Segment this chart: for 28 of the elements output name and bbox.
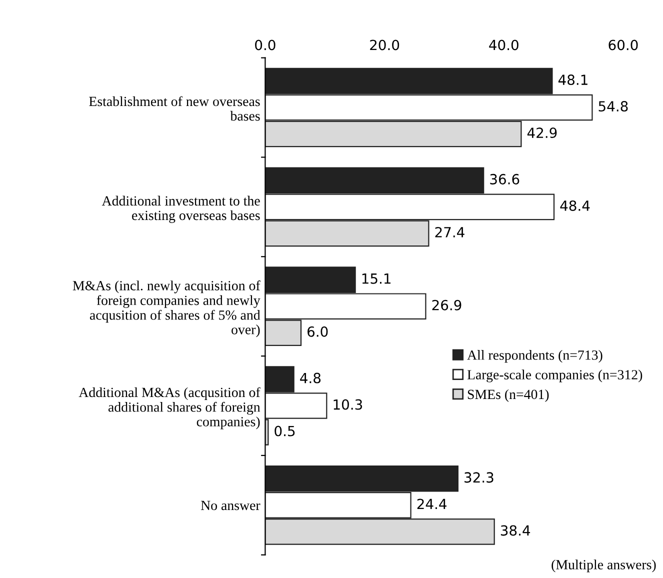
data-label: 15.1 (362, 274, 390, 284)
x-tick-label: 40.0 (489, 40, 518, 50)
legend-label: All respondents (n=713) (467, 350, 602, 363)
data-label: 54.8 (598, 101, 628, 112)
y-tick-label: Additional investment to the existing overseas bases (102, 196, 260, 223)
data-label: 26.9 (432, 300, 462, 310)
text: (Multiple answers) (552, 560, 656, 572)
data-label: 6.0 (308, 326, 328, 337)
y-tick-label: Establishment of new overseas bases (89, 96, 260, 121)
data-label: 4.8 (300, 372, 321, 384)
data-label: 42.9 (527, 128, 557, 138)
data-label: 38.4 (500, 525, 530, 536)
y-tick-label: No answer (200, 500, 260, 510)
x-tick-label: 60.0 (608, 40, 638, 50)
data-label: 24.4 (417, 498, 446, 510)
data-label: 10.3 (334, 399, 362, 410)
y-tick-label: Additional M&As (acqusition of additional shares of foreign companies) (78, 387, 260, 430)
data-label: 48.4 (560, 200, 590, 211)
legend-label: SMEs (n=401) (468, 389, 549, 402)
data-label: 48.1 (558, 74, 588, 86)
data-label: 32.3 (464, 472, 494, 483)
data-label: 0.5 (274, 426, 295, 436)
y-tick-label: M&As (incl. newly acquisition of foreign companies and newly acqusition of shares of 5% and over) (72, 280, 260, 338)
data-label: 27.4 (435, 226, 464, 238)
legend-label: Large-scale companies (n=312) (467, 370, 642, 382)
x-tick-label: 0.0 (255, 40, 276, 50)
data-label: 36.6 (490, 174, 520, 184)
x-tick-label: 20.0 (370, 40, 400, 50)
